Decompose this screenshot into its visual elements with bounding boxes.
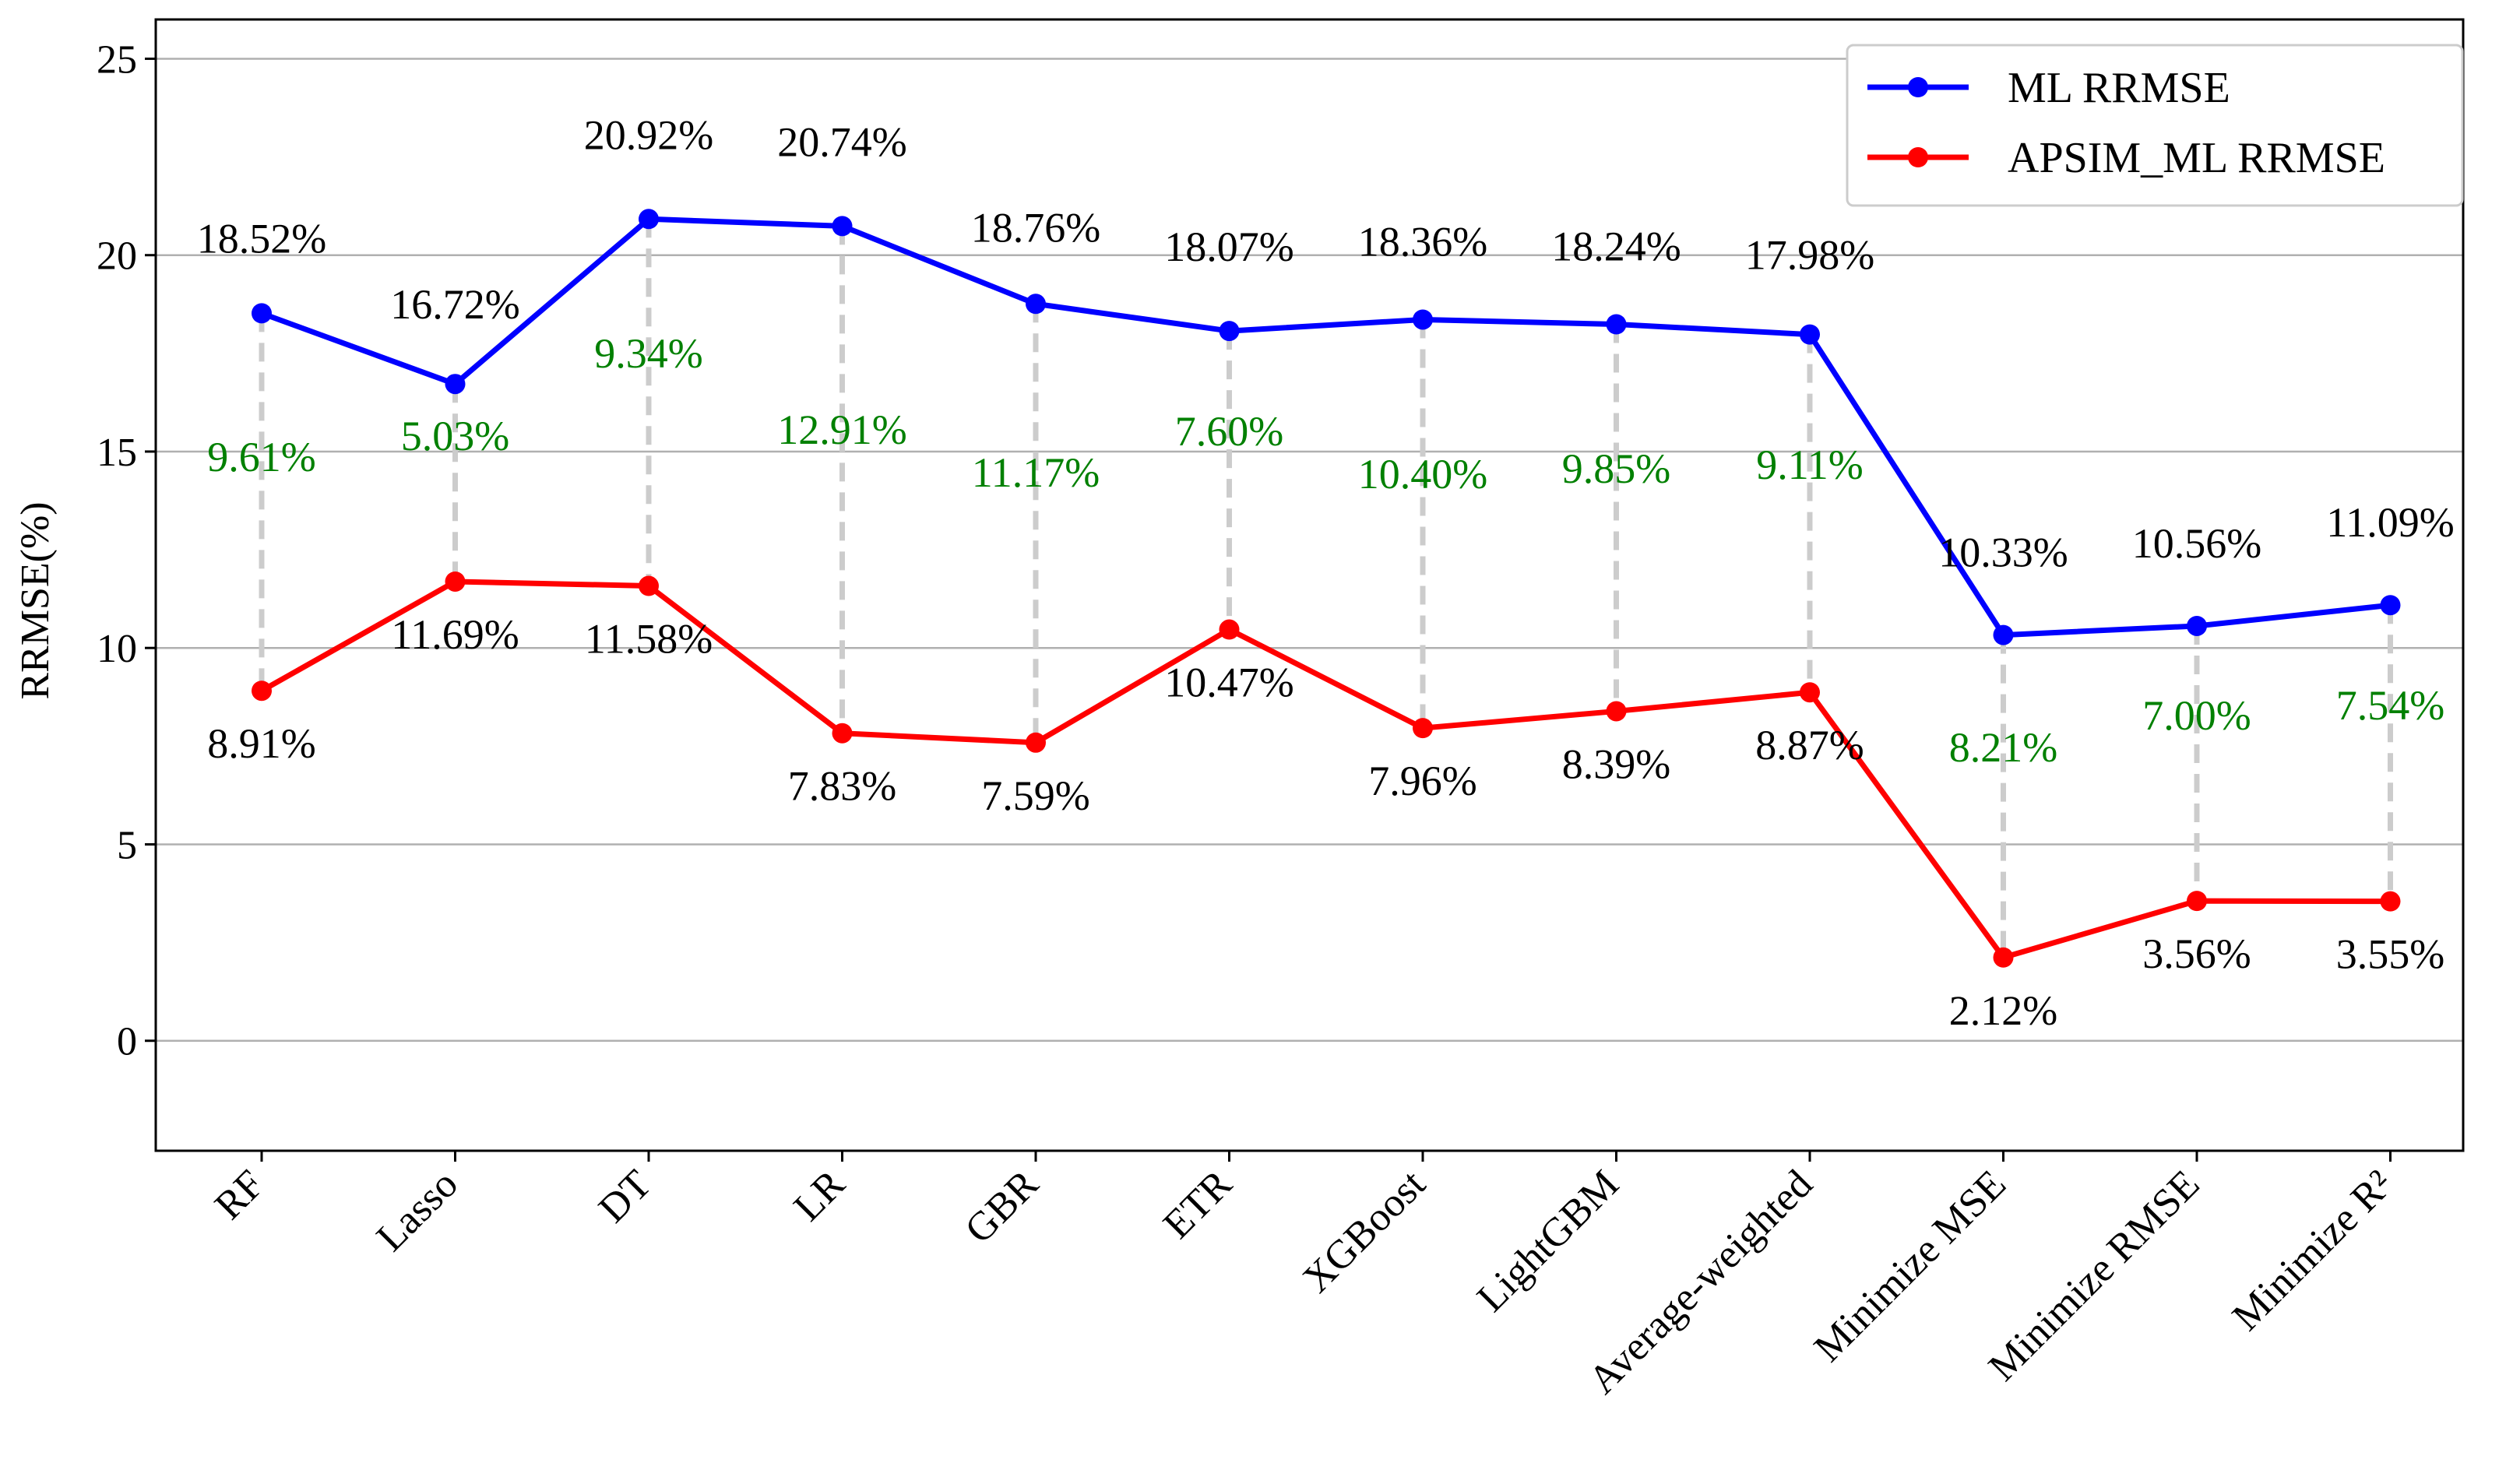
x-tick-label: Minimize RMSE xyxy=(1980,1162,2209,1390)
ml-value-label: 10.33% xyxy=(1938,529,2068,576)
x-tick-label: LR xyxy=(786,1162,854,1230)
apsim-value-label: 8.87% xyxy=(1755,722,1864,768)
gridlines xyxy=(156,58,2463,1042)
y-tick-label: 25 xyxy=(97,37,137,82)
apsim-value-label: 7.83% xyxy=(788,763,896,810)
apsim-value-label: 8.91% xyxy=(207,720,315,767)
legend: ML RRMSE APSIM_ML RRMSE xyxy=(1846,44,2464,207)
difference-label: 10.40% xyxy=(1358,451,1487,498)
ml-value-label: 16.72% xyxy=(390,281,519,328)
difference-label: 9.11% xyxy=(1756,441,1863,488)
data-point xyxy=(1800,324,1820,345)
data-point xyxy=(639,209,659,230)
series xyxy=(252,209,2401,968)
data-point xyxy=(639,575,659,596)
legend-label: ML RRMSE xyxy=(2008,64,2230,112)
difference-label: 8.21% xyxy=(1949,724,2057,771)
x-tick-label: ETR xyxy=(1155,1162,1241,1247)
apsim-value-label: 10.47% xyxy=(1164,659,1293,706)
data-point xyxy=(832,216,853,237)
ml-value-label: 20.92% xyxy=(584,111,713,158)
difference-label: 7.00% xyxy=(2142,692,2251,739)
apsim-value-label: 7.96% xyxy=(1368,758,1476,804)
ml-value-label: 18.07% xyxy=(1164,223,1293,270)
x-tick-label: DT xyxy=(590,1162,660,1231)
difference-label: 7.60% xyxy=(1175,408,1283,455)
data-labels: 18.52% 16.72% 20.92% 20.74% 18.76% 18.07% 18.3… xyxy=(197,111,2455,1033)
ml-value-label: 18.76% xyxy=(971,204,1100,251)
data-point xyxy=(1413,309,1433,330)
data-point xyxy=(1219,321,1240,342)
plot-frame xyxy=(154,18,2465,1152)
legend-swatch-marker xyxy=(1908,77,1928,97)
data-point xyxy=(1606,314,1627,335)
x-tick-label: Minimize R² xyxy=(2224,1162,2402,1339)
y-tick-label: 20 xyxy=(97,234,137,279)
data-point xyxy=(832,723,853,744)
data-point xyxy=(1800,682,1820,703)
apsim-value-label: 3.55% xyxy=(2336,931,2444,978)
data-point xyxy=(1413,718,1433,739)
apsim-value-label: 7.59% xyxy=(981,772,1089,819)
apsim-value-label: 8.39% xyxy=(1562,740,1670,787)
data-point xyxy=(1993,947,2014,968)
x-tick-label: Minimize MSE xyxy=(1806,1162,2015,1370)
ml-value-label: 18.52% xyxy=(197,215,326,262)
apsim-value-label: 3.56% xyxy=(2142,930,2251,977)
apsim-value-label: 2.12% xyxy=(1949,987,2057,1034)
series-line xyxy=(260,216,2391,638)
data-point xyxy=(445,571,466,592)
difference-label: 9.61% xyxy=(207,434,315,480)
x-tick-label: GBR xyxy=(957,1162,1047,1252)
data-point xyxy=(445,374,466,395)
ml-value-label: 18.36% xyxy=(1358,218,1487,265)
data-point xyxy=(1026,732,1046,753)
x-tick-label: RF xyxy=(206,1162,273,1228)
x-tick-label: Lasso xyxy=(368,1162,466,1260)
y-tick-label: 0 xyxy=(117,1020,137,1064)
y-axis-label: RRMSE(%) xyxy=(13,501,58,699)
legend-label: APSIM_ML RRMSE xyxy=(2008,134,2385,182)
x-tick-label: LightGBM xyxy=(1469,1162,1628,1320)
y-tick-label: 10 xyxy=(97,627,137,671)
series-line xyxy=(260,578,2391,961)
y-tick-label: 5 xyxy=(117,823,137,867)
ml-value-label: 20.74% xyxy=(777,118,906,165)
ml-value-label: 11.09% xyxy=(2326,499,2454,546)
data-point xyxy=(2380,595,2401,616)
data-point xyxy=(2187,891,2207,912)
difference-connectors xyxy=(259,219,2393,958)
difference-label: 11.17% xyxy=(972,449,1100,496)
y-tick-label: 15 xyxy=(97,431,137,475)
difference-label: 9.85% xyxy=(1562,445,1670,492)
ml-value-label: 17.98% xyxy=(1745,232,1874,279)
data-point xyxy=(2380,891,2401,912)
legend-swatch-marker xyxy=(1908,147,1928,167)
data-point xyxy=(1993,624,2014,645)
data-point xyxy=(1219,619,1240,640)
data-point xyxy=(2187,615,2207,636)
ml-value-label: 18.24% xyxy=(1551,223,1681,270)
x-tick-label: XGBoost xyxy=(1294,1162,1434,1302)
data-point xyxy=(1026,294,1046,315)
data-point xyxy=(252,680,272,702)
data-point xyxy=(1606,701,1627,722)
apsim-value-label: 11.58% xyxy=(585,616,713,663)
difference-label: 7.54% xyxy=(2336,682,2444,729)
apsim-value-label: 11.69% xyxy=(391,611,519,658)
difference-label: 5.03% xyxy=(401,413,509,459)
ml-value-label: 10.56% xyxy=(2132,520,2261,567)
difference-label: 9.34% xyxy=(594,330,702,377)
difference-label: 12.91% xyxy=(777,406,906,453)
legend-box xyxy=(1846,44,2464,207)
data-point xyxy=(252,303,272,324)
